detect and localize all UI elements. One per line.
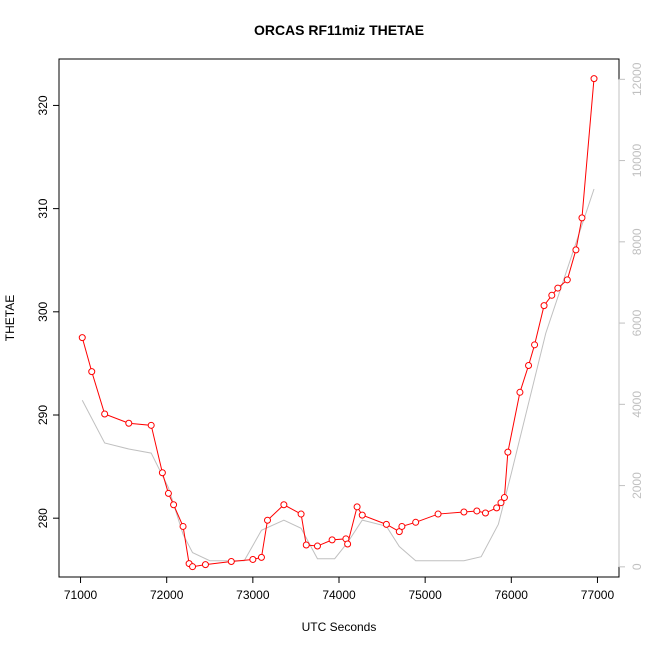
data-point: [563, 276, 571, 284]
y2-tick-label: 4000: [630, 391, 644, 418]
y-tick-label: 290: [36, 405, 50, 425]
y2-tick-label: 8000: [630, 228, 644, 255]
x-tick-label: 74000: [322, 588, 356, 602]
data-point: [412, 518, 420, 526]
y2-tick-label: 6000: [630, 309, 644, 336]
data-point: [504, 448, 512, 456]
series-layer: [78, 75, 598, 571]
y-tick-label: 320: [36, 95, 50, 115]
data-point: [257, 553, 265, 561]
y-tick-label: 300: [36, 301, 50, 321]
data-point: [531, 341, 539, 349]
data-point: [158, 469, 166, 477]
data-point: [344, 540, 352, 548]
data-point: [297, 510, 305, 518]
y2-tick-label: 2000: [630, 472, 644, 499]
data-point: [189, 563, 197, 571]
x-tick-label: 71000: [64, 588, 98, 602]
data-point: [88, 368, 96, 376]
data-point: [280, 501, 288, 509]
y-axis-right: 0 2000 4000 6000 8000 10000 12000: [618, 62, 644, 570]
y2-tick-label: 0: [630, 563, 644, 570]
data-point: [493, 504, 501, 512]
y2-tick-label: 12000: [630, 62, 644, 96]
data-point: [302, 541, 310, 549]
data-point: [398, 522, 406, 530]
secondary-series-line: [81, 188, 595, 562]
data-point: [313, 542, 321, 550]
data-point: [78, 334, 86, 342]
chart-title: ORCAS RF11miz THETAE: [254, 22, 424, 38]
data-point: [328, 536, 336, 544]
x-axis: 71000 72000 73000 74000 75000 76000 77000: [64, 576, 615, 602]
x-tick-label: 77000: [581, 588, 615, 602]
data-point: [548, 291, 556, 299]
x-tick-label: 75000: [408, 588, 442, 602]
data-point: [497, 499, 505, 507]
plot-frame: [58, 58, 620, 578]
x-tick-label: 73000: [236, 588, 270, 602]
data-point: [460, 508, 468, 516]
y2-tick-label: 10000: [630, 144, 644, 178]
data-point: [500, 494, 508, 502]
data-point: [516, 388, 524, 396]
data-point: [201, 561, 209, 569]
y-tick-label: 310: [36, 198, 50, 218]
y-axis-label: THETAE: [3, 295, 17, 341]
data-point: [227, 558, 235, 566]
data-point: [249, 555, 257, 563]
data-point: [434, 510, 442, 518]
data-point: [572, 246, 580, 254]
data-point: [382, 520, 390, 528]
data-point: [590, 75, 598, 83]
y-axis-left: 280 290 300 310 320: [36, 95, 60, 528]
y-tick-label: 280: [36, 508, 50, 528]
data-point: [554, 284, 562, 292]
data-point: [125, 419, 133, 427]
data-point: [540, 302, 548, 310]
data-point: [481, 509, 489, 517]
x-axis-label: UTC Seconds: [302, 620, 377, 634]
primary-series-line: [81, 78, 595, 568]
data-point: [353, 503, 361, 511]
data-point: [473, 507, 481, 515]
data-point: [263, 516, 271, 524]
data-point: [358, 511, 366, 519]
data-point: [578, 214, 586, 222]
data-point: [101, 410, 109, 418]
data-point: [179, 522, 187, 530]
data-point: [164, 489, 172, 497]
data-point: [525, 361, 533, 369]
data-point: [170, 501, 178, 509]
data-point: [147, 421, 155, 429]
x-tick-label: 76000: [495, 588, 529, 602]
x-tick-label: 72000: [150, 588, 184, 602]
